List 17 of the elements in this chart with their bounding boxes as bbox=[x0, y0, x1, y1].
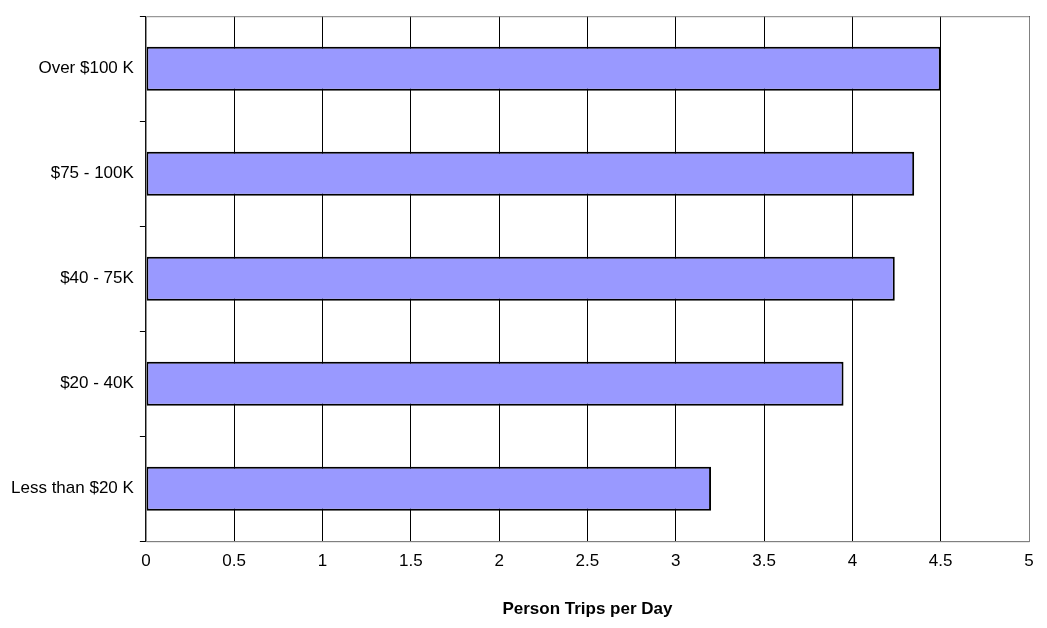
y-tick-label: $40 - 75K bbox=[60, 268, 135, 288]
x-tick-label: 0 bbox=[141, 551, 151, 571]
x-tick-label: 1 bbox=[317, 551, 328, 571]
x-tick-label: 0.5 bbox=[222, 551, 246, 571]
x-tick-label: 4 bbox=[847, 551, 858, 571]
x-tick-label: 5 bbox=[1024, 551, 1034, 571]
x-tick-label: 2.5 bbox=[575, 551, 600, 571]
y-tick-label: Over $100 K bbox=[38, 58, 135, 78]
x-axis-title: Person Trips per Day bbox=[502, 599, 674, 619]
y-tick-label: $20 - 40K bbox=[60, 373, 135, 393]
y-tick-label: Less than $20 K bbox=[10, 478, 135, 498]
x-tick-label: 4.5 bbox=[928, 551, 953, 571]
x-tick-label: 3 bbox=[671, 551, 681, 571]
x-tick-label: 1.5 bbox=[398, 551, 423, 571]
x-tick-label: 2 bbox=[494, 551, 504, 571]
x-tick-label: 3.5 bbox=[752, 551, 776, 571]
y-tick-label: $75 - 100K bbox=[50, 163, 135, 183]
